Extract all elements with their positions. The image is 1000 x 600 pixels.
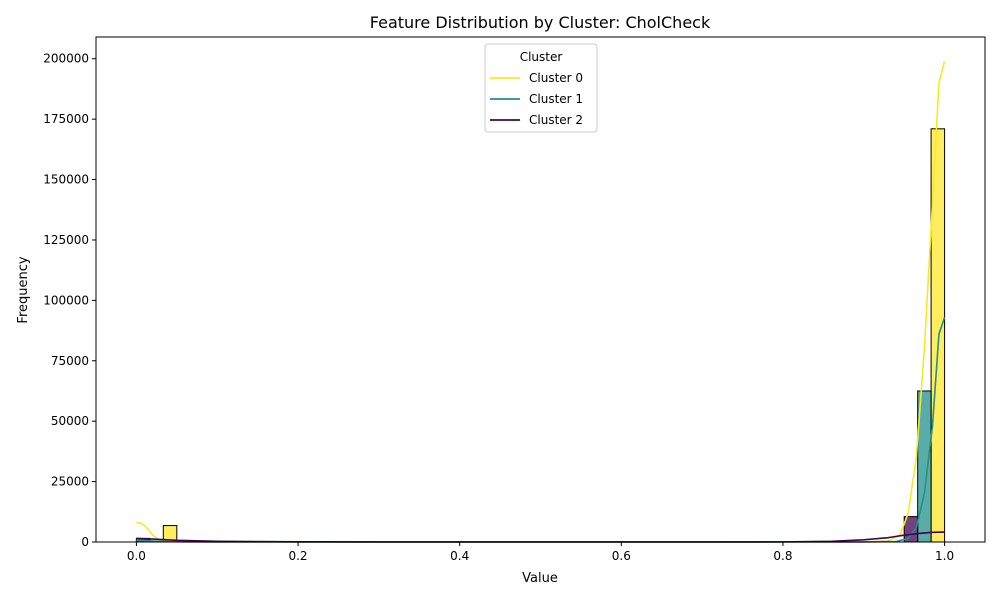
legend-label-cluster-2: Cluster 2 bbox=[529, 113, 583, 127]
legend-box bbox=[484, 43, 598, 133]
y-tick-label: 0 bbox=[81, 535, 89, 549]
legend-label-cluster-0: Cluster 0 bbox=[529, 71, 583, 85]
x-tick-label: 0.6 bbox=[612, 549, 631, 563]
y-tick-label: 100000 bbox=[43, 293, 89, 307]
y-axis-label: Frequency bbox=[16, 256, 31, 323]
y-tick-label: 125000 bbox=[43, 233, 89, 247]
y-tick-label: 150000 bbox=[43, 173, 89, 187]
legend-label-cluster-1: Cluster 1 bbox=[529, 92, 583, 106]
chart-title: Feature Distribution by Cluster: CholChe… bbox=[370, 13, 711, 32]
y-tick-label: 25000 bbox=[51, 475, 89, 489]
x-axis-label: Value bbox=[522, 571, 558, 586]
x-tick-label: 1.0 bbox=[935, 549, 954, 563]
y-tick-label: 175000 bbox=[43, 112, 89, 126]
axes-frame bbox=[95, 36, 986, 543]
x-tick-label: 0.8 bbox=[773, 549, 792, 563]
legend-title: Cluster bbox=[520, 50, 563, 64]
y-tick-label: 75000 bbox=[51, 354, 89, 368]
x-tick-label: 0.0 bbox=[127, 549, 146, 563]
x-tick-label: 0.4 bbox=[450, 549, 469, 563]
x-tick-label: 0.2 bbox=[288, 549, 307, 563]
legend: Cluster Cluster 0 Cluster 1 Cluster 2 bbox=[484, 43, 598, 133]
axes: 0.0 0.2 0.4 0.6 0.8 1.0 0 25000 50000 75000 100000… bbox=[43, 36, 986, 563]
y-tick-label: 200000 bbox=[43, 52, 89, 66]
y-tick-label: 50000 bbox=[51, 414, 89, 428]
